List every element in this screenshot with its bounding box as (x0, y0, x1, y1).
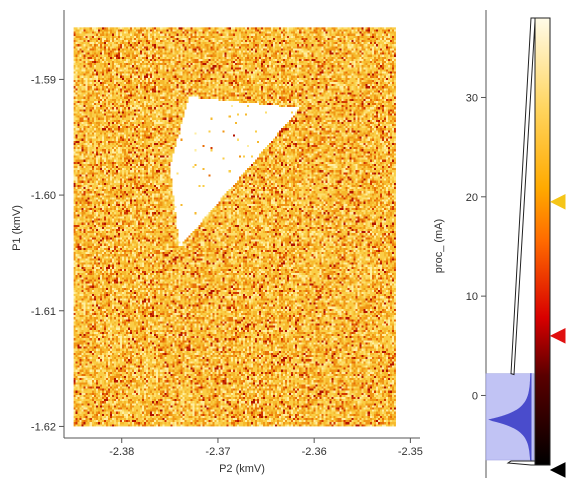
x-axis-label: P2 (kmV) (219, 463, 265, 475)
y-tick-label: -1.62 (31, 421, 56, 433)
colorbar-tick-label: 0 (472, 390, 478, 402)
colorbar-tick-label: 20 (466, 192, 478, 204)
colorbar-ticks: 30 20 10 0 (466, 92, 486, 402)
colorbar-level-marker[interactable] (549, 462, 566, 478)
y-tick-label: -1.59 (31, 74, 56, 86)
x-tick-label: -2.36 (302, 446, 327, 458)
heatmap-image (73, 27, 396, 427)
x-tick-label: -2.38 (109, 446, 134, 458)
histogram-curve (488, 373, 532, 462)
colorbar-widget[interactable]: 30 20 10 0 proc_ (mA) (433, 10, 566, 478)
x-tick-label: -2.35 (398, 446, 423, 458)
heatmap-plot[interactable] (73, 27, 396, 427)
colorbar-tick-label: 10 (466, 291, 478, 303)
colorbar-level-marker[interactable] (549, 193, 566, 210)
x-axis-ticks: -2.38 -2.37 -2.36 -2.35 (109, 438, 423, 458)
colorbar-gradient (534, 17, 551, 466)
colorbar-level-marker[interactable] (549, 328, 566, 344)
y-tick-label: -1.61 (31, 306, 56, 318)
x-tick-label: -2.37 (205, 446, 230, 458)
y-tick-label: -1.60 (31, 190, 56, 202)
colorbar-label: proc_ (mA) (433, 219, 445, 273)
y-axis-label: P1 (kmV) (11, 205, 23, 251)
y-axis-ticks: -1.59 -1.60 -1.61 -1.62 (31, 74, 64, 433)
colorbar-tick-label: 30 (466, 92, 478, 104)
